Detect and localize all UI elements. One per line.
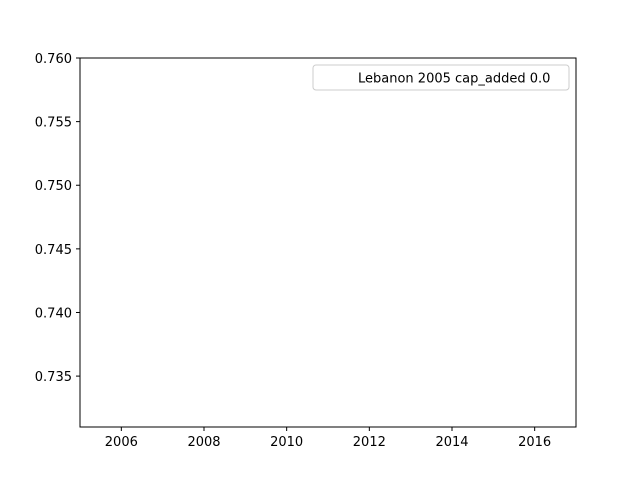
axes: 2006 2008 2010 2012 2014 2016 0.735 0.740 0.745 0… (35, 52, 577, 450)
y-tick-label: 0.745 (35, 243, 72, 258)
legend: Lebanon 2005 cap_added 0.0 (312, 64, 570, 91)
y-tick-label: 0.740 (35, 306, 72, 321)
y-tick-label: 0.760 (35, 52, 72, 67)
legend-box (312, 64, 570, 91)
y-tick-label: 0.750 (35, 179, 72, 194)
legend-label: Lebanon 2005 cap_added 0.0 (358, 72, 550, 87)
x-tick-label: 2008 (187, 435, 220, 450)
y-tick-label: 0.755 (35, 116, 72, 131)
x-tick-label: 2016 (518, 435, 551, 450)
x-tick-label: 2010 (270, 435, 303, 450)
x-tick-label: 2014 (435, 435, 468, 450)
plot-frame (79, 57, 577, 428)
x-tick-label: 2012 (353, 435, 386, 450)
y-tick-label: 0.735 (35, 370, 72, 385)
x-tick-label: 2006 (105, 435, 138, 450)
